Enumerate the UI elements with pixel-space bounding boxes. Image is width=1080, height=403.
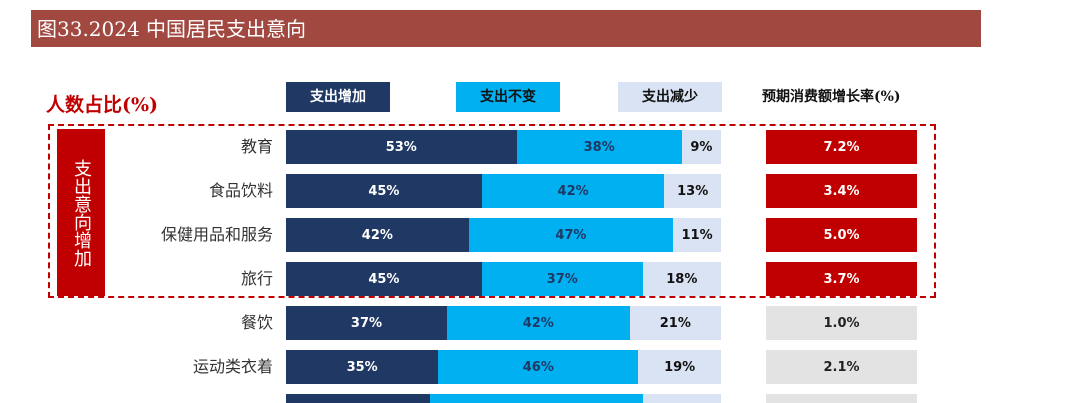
highlight-frame [48, 124, 936, 298]
category-label: 保健用品和服务 [160, 225, 273, 244]
title-bar: 图33.2024 中国居民支出意向 [31, 10, 981, 47]
legend-decrease: 支出减少 [618, 82, 722, 112]
bar-segment-partial [429, 394, 643, 403]
y-axis-label: 人数占比(%) [46, 94, 159, 116]
bar-segment: 42% [286, 218, 469, 252]
growth-header: 预期消费额增长率(%) [762, 89, 901, 105]
bar-segment: 37% [286, 306, 447, 340]
bar-segment: 38% [516, 130, 682, 164]
bar-segment: 45% [286, 174, 482, 208]
growth-value: 1.0% [766, 306, 917, 340]
category-label: 旅行 [240, 269, 273, 288]
bar-segment: 53% [286, 130, 517, 164]
bar-segment: 11% [673, 218, 721, 252]
growth-value-partial [766, 394, 917, 403]
chart-title: 图33.2024 中国居民支出意向 [37, 17, 307, 41]
side-label-text: 支出意向增加 [71, 158, 92, 267]
bar-segment: 21% [629, 306, 721, 340]
growth-value: 2.1% [766, 350, 917, 384]
bar-segment: 42% [446, 306, 630, 340]
growth-value: 5.0% [766, 218, 917, 252]
category-label: 教育 [240, 137, 273, 156]
bar-segment: 37% [481, 262, 643, 296]
bar-segment: 45% [286, 262, 482, 296]
legend-unchanged: 支出不变 [456, 82, 560, 112]
bar-segment: 9% [681, 130, 721, 164]
bar-segment-partial [642, 394, 721, 403]
bar-segment: 13% [664, 174, 721, 208]
growth-value: 3.7% [766, 262, 917, 296]
growth-value: 7.2% [766, 130, 917, 164]
side-label: 支出意向增加 [57, 129, 105, 296]
legend-increase: 支出增加 [286, 82, 390, 112]
category-label: 运动类衣着 [192, 357, 273, 376]
bar-segment: 18% [642, 262, 721, 296]
bar-segment: 46% [438, 350, 639, 384]
bar-segment: 35% [286, 350, 439, 384]
bar-segment: 19% [638, 350, 721, 384]
growth-value: 3.4% [766, 174, 917, 208]
bar-segment-partial [286, 394, 430, 403]
bar-segment: 47% [468, 218, 674, 252]
category-label: 餐饮 [240, 313, 273, 332]
category-label: 食品饮料 [208, 181, 273, 200]
bar-segment: 42% [481, 174, 665, 208]
